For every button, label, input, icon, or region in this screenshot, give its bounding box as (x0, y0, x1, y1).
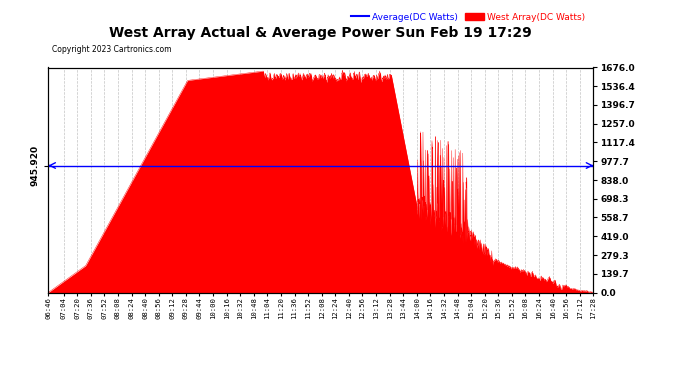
Title: West Array Actual & Average Power Sun Feb 19 17:29: West Array Actual & Average Power Sun Fe… (110, 26, 532, 40)
Legend: Average(DC Watts), West Array(DC Watts): Average(DC Watts), West Array(DC Watts) (347, 9, 589, 25)
Text: Copyright 2023 Cartronics.com: Copyright 2023 Cartronics.com (52, 45, 171, 54)
